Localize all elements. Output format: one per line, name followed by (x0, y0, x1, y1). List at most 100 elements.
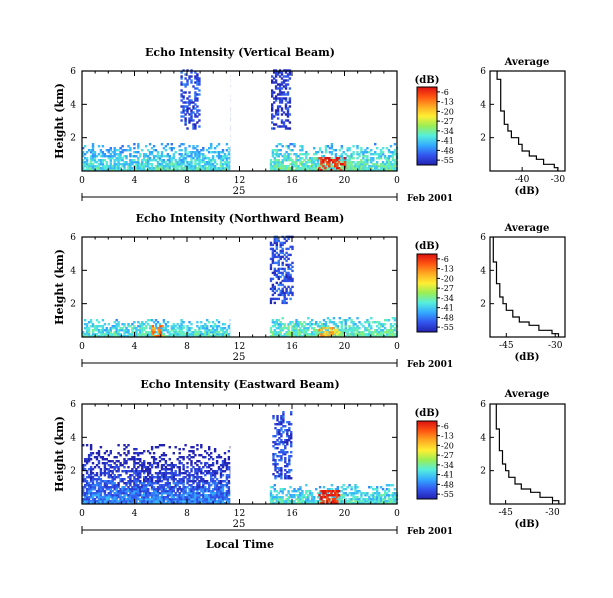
heatmap-cell (273, 169, 276, 172)
heatmap-cell (148, 484, 152, 487)
data-gap (230, 237, 270, 337)
heatmap-cell (284, 425, 287, 428)
heatmap-cell (168, 167, 171, 170)
heatmap-cell (131, 474, 134, 477)
heatmap-cell (105, 488, 108, 491)
heatmap-cell (271, 75, 274, 78)
heatmap-cell (336, 498, 339, 501)
heatmap-cell (332, 502, 335, 505)
heatmap-cell (103, 452, 107, 455)
heatmap-cell (277, 153, 280, 156)
heatmap-cell (119, 153, 122, 156)
heatmap-cell (210, 161, 213, 164)
heatmap-cell (282, 85, 286, 88)
heatmap-cell (87, 335, 91, 338)
heatmap-cell (176, 466, 179, 469)
heatmap-cell (289, 494, 292, 497)
heatmap-cell (315, 323, 318, 326)
heatmap-cell (305, 165, 308, 168)
heatmap-cell (340, 333, 343, 336)
heatmap-cell (84, 153, 87, 156)
heatmap-cell (148, 325, 152, 328)
heatmap-cell (269, 327, 273, 330)
average-profile: Average (dB) 246-40 -30 (480, 57, 566, 197)
heatmap-cell (166, 159, 170, 162)
heatmap-cell (287, 327, 290, 330)
heatmap-cell (111, 498, 114, 501)
heatmap-cell (182, 115, 185, 118)
heatmap-cell (272, 463, 275, 466)
heatmap-cell (271, 335, 275, 338)
average-y-tick-label: 2 (480, 134, 486, 144)
heatmap-cell (174, 167, 177, 170)
heatmap-cell (309, 500, 312, 503)
heatmap-cell (352, 161, 355, 164)
heatmap-cell (280, 99, 284, 102)
heatmap-cell (97, 167, 101, 170)
heatmap-cell (334, 331, 337, 334)
heatmap-cell (182, 157, 185, 160)
heatmap-cell (184, 490, 187, 493)
heatmap-cell (217, 167, 221, 170)
heatmap-cell (196, 502, 199, 505)
heatmap-cell (285, 251, 288, 255)
heatmap-cell (299, 333, 302, 336)
heatmap-cell (84, 327, 87, 330)
heatmap-cell (208, 167, 211, 170)
heatmap-cell (202, 147, 205, 150)
heatmap-cell (289, 333, 292, 336)
heatmap-cell (356, 329, 359, 332)
heatmap-cell (105, 494, 108, 497)
heatmap-cell (280, 435, 283, 438)
heatmap-cell (352, 151, 355, 154)
heatmap-cell (322, 335, 325, 338)
heatmap-cell (288, 71, 292, 74)
heatmap-cell (277, 277, 280, 281)
heatmap-cell (279, 257, 282, 261)
average-x-tick-label: -45 (499, 341, 514, 351)
heatmap-cell (309, 325, 312, 328)
heatmap-cell (188, 480, 191, 483)
heatmap-cell (208, 494, 211, 497)
heatmap-cell (275, 167, 278, 170)
heatmap-cell (85, 500, 89, 503)
heatmap-cell (223, 155, 227, 158)
heatmap-cell (278, 451, 281, 454)
heatmap-cell (360, 500, 363, 503)
heatmap-cell (93, 165, 97, 168)
heatmap-cell (286, 93, 290, 96)
heatmap-cell (125, 155, 128, 158)
heatmap-cell (186, 127, 189, 130)
heatmap-cell (391, 492, 395, 495)
heatmap-cell (322, 319, 326, 322)
heatmap-cell (311, 502, 314, 505)
heatmap-cell (320, 165, 324, 168)
heatmap-cell (277, 255, 280, 259)
heatmap-cell (275, 155, 278, 158)
heatmap-cell (137, 490, 140, 493)
heatmap-cell (278, 431, 281, 434)
heatmap-cell (113, 456, 116, 459)
heatmap-cell (342, 488, 345, 491)
heatmap-cell (91, 149, 95, 152)
heatmap-cell (139, 155, 142, 158)
heatmap-cell (350, 319, 353, 322)
heatmap-cell (202, 482, 205, 485)
heatmap-cell (348, 167, 351, 170)
heatmap-cell (158, 496, 162, 499)
heatmap-cell (107, 331, 110, 334)
heatmap-cell (227, 458, 231, 461)
heatmap-cell (111, 480, 114, 483)
heatmap-cell (97, 488, 101, 491)
heatmap-cell (346, 159, 349, 162)
colorbar-tick-label: -34 (441, 294, 454, 303)
heatmap-cell (121, 486, 124, 489)
heatmap-cell (352, 157, 355, 160)
heatmap-cell (278, 89, 282, 92)
heatmap-cell (170, 462, 173, 465)
heatmap-cell (273, 237, 276, 241)
heatmap-cell (145, 155, 148, 158)
heatmap-cell (184, 472, 187, 475)
heatmap-cell (271, 277, 275, 281)
heatmap-cell (119, 496, 122, 499)
